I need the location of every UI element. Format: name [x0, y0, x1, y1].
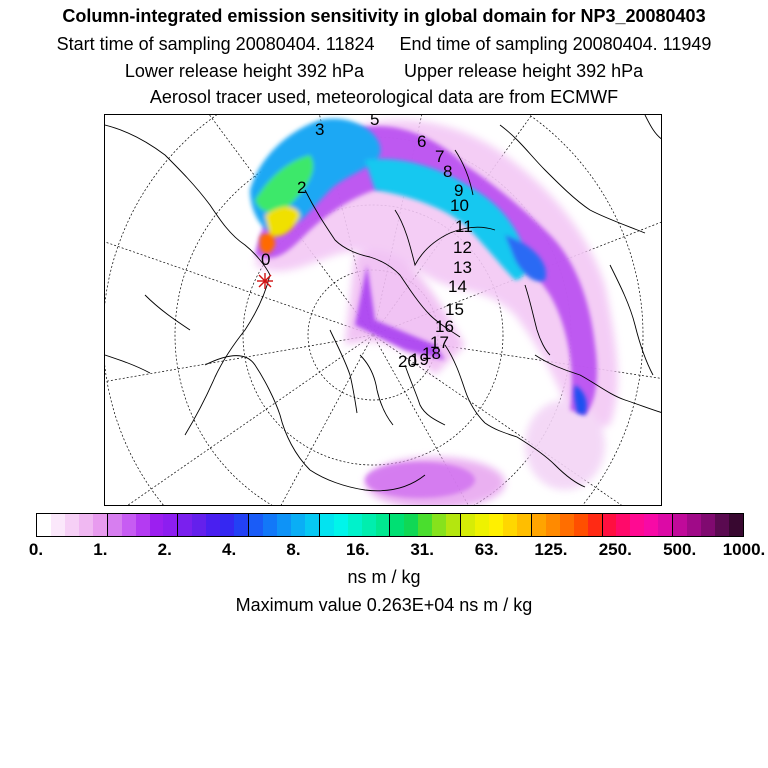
colorbar-swatch — [192, 514, 207, 536]
day-label: 10 — [450, 196, 469, 215]
day-label: 0 — [261, 250, 270, 269]
colorbar-swatch — [475, 514, 489, 536]
lower-release-height: Lower release height 392 hPa — [124, 61, 364, 81]
colorbar-swatch — [446, 514, 462, 536]
day-label: 16 — [435, 317, 454, 336]
colorbar-swatch — [178, 514, 193, 536]
colorbar-tick-label: 16. — [345, 540, 370, 559]
colorbar-swatch — [50, 514, 65, 536]
colorbar-tick-label: 1000. — [722, 540, 766, 559]
day-label: 19 — [410, 350, 429, 369]
day-label: 2 — [297, 178, 306, 197]
colorbar-swatch — [404, 514, 419, 536]
colorbar-swatch — [78, 514, 93, 536]
colorbar — [36, 513, 744, 537]
colorbar-tick-label: 250. — [598, 540, 632, 559]
colorbar-swatch — [319, 514, 334, 536]
colorbar-swatch — [644, 514, 659, 536]
colorbar-swatch — [263, 514, 277, 536]
colorbar-swatch — [135, 514, 150, 536]
colorbar-swatch — [630, 514, 645, 536]
release-height-row: Lower release height 392 hPa Upper relea… — [0, 61, 768, 82]
colorbar-swatch — [149, 514, 164, 536]
colorbar-tick-label: 125. — [534, 540, 568, 559]
colorbar-swatch — [616, 514, 631, 536]
colorbar-swatch — [206, 514, 221, 536]
colorbar-swatch — [390, 514, 405, 536]
colorbar-swatch — [587, 514, 603, 536]
sampling-time-row: Start time of sampling 20080404. 11824 E… — [0, 34, 768, 55]
day-label: 3 — [315, 120, 324, 139]
colorbar-tick-label: 63. — [474, 540, 499, 559]
tracer-info: Aerosol tracer used, meteorological data… — [149, 87, 619, 107]
colorbar-tick-label: 31. — [410, 540, 434, 559]
colorbar-swatch — [107, 514, 122, 536]
colorbar-swatch — [728, 514, 743, 536]
colorbar-tick-label: 1. — [93, 540, 108, 559]
day-label: 8 — [443, 162, 452, 181]
colorbar-tick-label: 2. — [157, 540, 172, 559]
colorbar-swatch — [361, 514, 376, 536]
colorbar-tick-label: 0. — [28, 540, 44, 559]
colorbar-swatch — [658, 514, 674, 536]
colorbar-swatch — [502, 514, 517, 536]
colorbar-unit: ns m / kg — [347, 567, 421, 587]
colorbar-tick-label: 500. — [663, 540, 697, 559]
day-label: 6 — [417, 132, 426, 151]
colorbar-swatch — [673, 514, 688, 536]
day-label: 14 — [448, 277, 467, 296]
colorbar-swatch — [121, 514, 136, 536]
colorbar-swatch — [418, 514, 433, 536]
colorbar-tick-label: 8. — [286, 540, 301, 559]
day-label: 12 — [453, 238, 472, 257]
colorbar-swatch — [559, 514, 574, 536]
release-point-star-icon — [257, 273, 273, 289]
trajectory-labels: 3 5 6 7 8 9 10 11 12 13 14 15 16 2 0 17 … — [261, 115, 473, 371]
day-label: 5 — [370, 115, 379, 129]
colorbar-swatch — [602, 514, 617, 536]
colorbar-swatch — [687, 514, 702, 536]
colorbar-swatch — [375, 514, 391, 536]
day-label: 20 — [398, 352, 417, 371]
colorbar-swatch — [489, 514, 503, 536]
colorbar-swatch — [220, 514, 235, 536]
colorbar-swatch — [715, 514, 729, 536]
day-label: 13 — [453, 258, 472, 277]
day-label: 18 — [422, 344, 441, 363]
colorbar-swatch — [234, 514, 250, 536]
colorbar-swatch — [64, 514, 79, 536]
day-label: 7 — [435, 147, 444, 166]
colorbar-swatch — [432, 514, 447, 536]
day-label: 17 — [430, 333, 449, 352]
plot-title: Column-integrated emission sensitivity i… — [62, 6, 706, 26]
upper-release-height: Upper release height 392 hPa — [404, 61, 644, 81]
colorbar-swatch — [531, 514, 546, 536]
colorbar-swatch — [163, 514, 179, 536]
colorbar-swatch — [701, 514, 715, 536]
day-label: 15 — [445, 300, 464, 319]
colorbar-swatch — [573, 514, 588, 536]
colorbar-swatch — [304, 514, 320, 536]
colorbar-swatch — [92, 514, 108, 536]
day-label: 11 — [455, 217, 473, 236]
coastlines — [105, 115, 661, 492]
colorbar-swatch — [290, 514, 305, 536]
colorbar-swatch — [249, 514, 263, 536]
plume-medium — [255, 126, 597, 498]
emission-sensitivity-map: 3 5 6 7 8 9 10 11 12 13 14 15 16 2 0 17 … — [104, 114, 662, 506]
maximum-value: Maximum value 0.263E+04 ns m / kg — [235, 595, 533, 615]
plume-core — [250, 118, 587, 415]
day-label: 9 — [454, 181, 463, 200]
colorbar-swatch — [545, 514, 560, 536]
end-time: End time of sampling 20080404. 11949 — [399, 34, 712, 54]
colorbar-swatch — [276, 514, 291, 536]
colorbar-swatch — [347, 514, 362, 536]
map-canvas: 3 5 6 7 8 9 10 11 12 13 14 15 16 2 0 17 … — [105, 115, 661, 505]
colorbar-swatch — [461, 514, 476, 536]
colorbar-swatch — [333, 514, 348, 536]
colorbar-swatch — [516, 514, 532, 536]
colorbar-swatch — [37, 514, 51, 536]
start-time: Start time of sampling 20080404. 11824 — [56, 34, 375, 54]
colorbar-tick-label: 4. — [221, 540, 237, 559]
